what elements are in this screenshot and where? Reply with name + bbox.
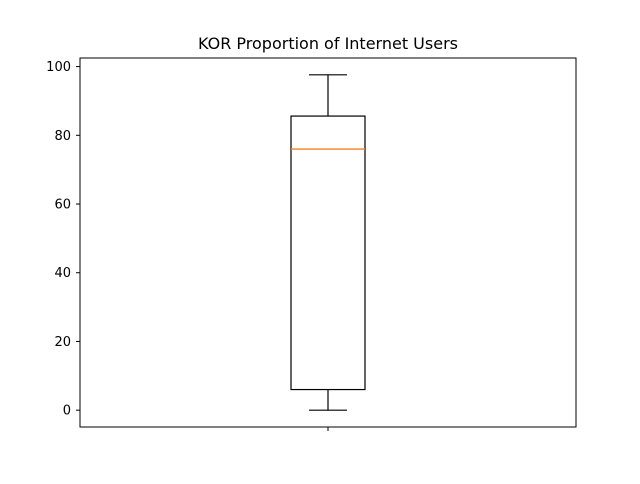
y-tick-label: 100 (46, 60, 71, 75)
iqr-box (290, 115, 366, 391)
y-tick-label: 40 (54, 266, 71, 281)
y-tick-label: 80 (54, 129, 71, 144)
chart-title: KOR Proportion of Internet Users (198, 34, 458, 53)
y-tick-label: 20 (54, 335, 71, 350)
plot-area: 0 20 40 60 80 100 (46, 57, 577, 431)
y-tick-label: 60 (54, 198, 71, 213)
y-tick-label: 0 (63, 404, 71, 419)
